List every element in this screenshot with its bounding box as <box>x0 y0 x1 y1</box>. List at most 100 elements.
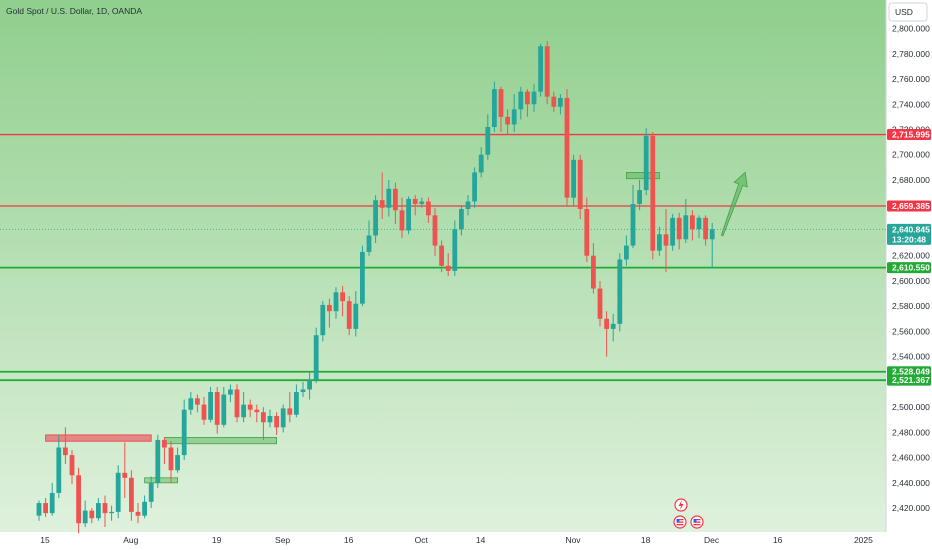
bearish-candle <box>703 215 708 246</box>
bullish-candle <box>320 301 326 342</box>
bearish-candle <box>676 212 682 250</box>
bearish-candle <box>584 197 590 263</box>
candle-body <box>696 217 702 230</box>
bearish-candle <box>261 407 266 440</box>
candle-body <box>584 209 590 256</box>
bearish-candle <box>445 253 451 276</box>
candle-body <box>76 475 81 524</box>
currency-button[interactable]: USD <box>888 2 928 22</box>
resistance-price-tag-label: 2,715.995 <box>892 130 930 140</box>
bearish-candle <box>597 280 603 327</box>
bullish-candle <box>478 147 484 178</box>
candle-body <box>650 135 656 251</box>
bearish-candle <box>577 154 583 220</box>
candle-body <box>670 217 675 246</box>
time-tick-label: Sep <box>275 535 290 545</box>
candle-body <box>294 391 299 415</box>
price-tick-label: 2,420.000 <box>892 503 930 513</box>
candle-body <box>340 292 345 302</box>
candle-body <box>373 200 378 236</box>
candle-body <box>577 159 583 210</box>
candle-body <box>518 91 524 110</box>
bullish-candle <box>333 287 339 319</box>
candle-body <box>307 379 312 390</box>
price-tick-label: 2,540.000 <box>892 352 930 362</box>
candle-body <box>379 200 385 208</box>
candle-body <box>280 408 286 428</box>
bearish-candle <box>551 91 557 112</box>
candle-body <box>254 409 260 413</box>
bearish-candle <box>432 207 438 256</box>
price-tick-label: 2,500.000 <box>892 402 930 412</box>
candle-body <box>56 447 62 493</box>
resistance-price-tag <box>887 129 931 141</box>
bullish-candle <box>181 399 187 461</box>
us-flag-event-icon[interactable] <box>690 515 704 529</box>
candle-body <box>604 318 609 329</box>
bullish-candle <box>241 391 246 423</box>
projection-arrow-shape <box>720 171 748 237</box>
candle-body <box>327 304 332 312</box>
currency-button-label: USD <box>895 7 913 17</box>
bullish-candle <box>531 84 537 112</box>
candle-body <box>406 198 411 231</box>
us-flag-event-icon[interactable] <box>673 515 687 529</box>
candle-body <box>228 389 233 395</box>
candle-body <box>419 201 425 204</box>
candle-body <box>162 439 167 448</box>
candle-body <box>49 492 55 514</box>
time-axis-background <box>0 532 932 550</box>
bullish-candle <box>683 198 689 244</box>
candle-body <box>142 501 147 516</box>
bullish-candle <box>459 205 464 236</box>
candle-body <box>498 89 504 117</box>
candle-body <box>683 215 689 240</box>
lightning-event-icon[interactable] <box>674 498 688 512</box>
demand-zone <box>144 477 179 484</box>
price-tick-label: 2,620.000 <box>892 251 930 261</box>
bearish-candle <box>102 495 108 528</box>
bearish-candle <box>346 296 352 336</box>
time-tick-label: 16 <box>344 535 354 545</box>
candle-body <box>241 404 246 418</box>
candle-body <box>485 126 491 155</box>
bearish-candle <box>650 132 656 260</box>
candle-body <box>472 172 477 202</box>
bullish-candle <box>142 495 147 519</box>
bullish-candle <box>280 404 286 433</box>
candle-body <box>511 109 517 125</box>
candle-body <box>386 188 392 208</box>
candle-body <box>538 46 543 92</box>
candle-body <box>234 389 240 418</box>
bullish-candle <box>465 195 471 216</box>
candle-body <box>505 116 510 125</box>
candle-body <box>69 455 75 476</box>
resistance-price-tag <box>887 200 931 212</box>
support-price-tag-label: 2,521.367 <box>892 375 930 385</box>
bearish-candle <box>135 503 141 524</box>
support-price-tag-label: 2,610.550 <box>892 263 930 273</box>
bullish-candle <box>406 196 411 235</box>
candle-body <box>426 201 431 216</box>
bullish-candle <box>228 384 233 403</box>
candle-body <box>129 477 134 512</box>
candle-body <box>360 251 365 304</box>
bullish-candle <box>353 291 359 337</box>
candle-body <box>564 97 570 198</box>
bearish-candle <box>426 197 431 223</box>
candle-body <box>617 259 623 324</box>
candle-body <box>663 234 669 246</box>
candle-body <box>148 482 154 502</box>
bearish-candle <box>195 394 200 413</box>
candle-body <box>122 472 128 478</box>
candle-body <box>452 229 458 271</box>
candle-body <box>115 472 121 512</box>
bullish-candle <box>419 197 425 208</box>
bullish-candle <box>155 434 161 488</box>
candle-body <box>399 210 405 231</box>
bearish-candle <box>201 397 207 425</box>
candle-body <box>346 301 352 329</box>
